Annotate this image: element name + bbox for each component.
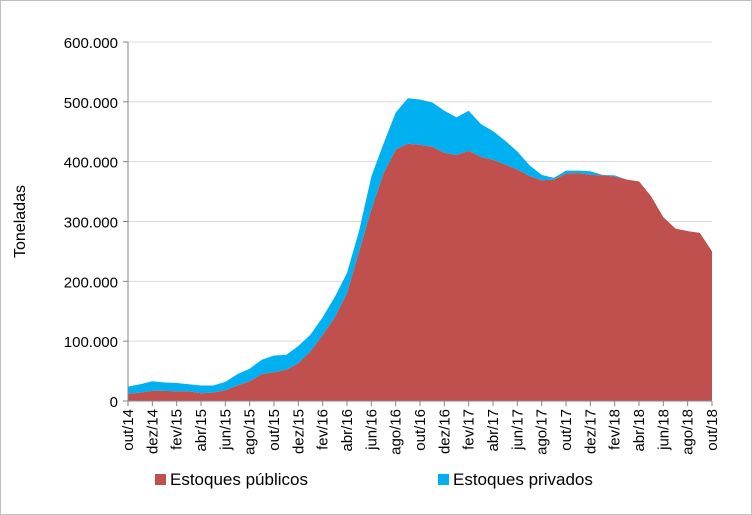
x-tick-label: out/15 [266, 409, 283, 451]
x-tick-label: abr/16 [339, 409, 356, 452]
y-tick-label: 0 [110, 394, 118, 411]
x-tick-label: fev/17 [461, 409, 478, 450]
x-tick-label: ago/16 [388, 409, 405, 455]
stacked-areas [128, 98, 712, 401]
x-tick-label: dez/15 [290, 409, 307, 454]
y-axis-ticks: 0 100.000 200.000 300.000 400.000 500.000 600.… [64, 35, 128, 411]
area-series-estoques-publicos [128, 143, 712, 401]
legend-label: Estoques públicos [170, 470, 308, 489]
x-axis-ticks: out/14 dez/14 fev/15 abr/15 jun/15 ago/15 out/… [120, 401, 721, 455]
x-tick-label: ago/17 [534, 409, 551, 455]
x-tick-label: dez/17 [582, 409, 599, 454]
x-tick-label: fev/18 [607, 409, 624, 450]
area-series-estoques-privados [128, 98, 712, 394]
y-tick-label: 400.000 [64, 155, 118, 172]
x-tick-label: abr/18 [631, 409, 648, 452]
x-tick-label: dez/14 [144, 409, 161, 454]
x-tick-label: ago/15 [242, 409, 259, 455]
x-tick-label: jun/15 [217, 409, 234, 451]
x-tick-label: out/18 [704, 409, 721, 451]
x-tick-label: ago/18 [680, 409, 697, 455]
y-tick-label: 300.000 [64, 215, 118, 232]
y-tick-label: 100.000 [64, 334, 118, 351]
x-tick-label: out/17 [558, 409, 575, 451]
x-tick-label: jun/17 [509, 409, 526, 451]
y-tick-label: 500.000 [64, 95, 118, 112]
y-axis-label: Toneladas [12, 185, 29, 258]
x-tick-label: abr/17 [485, 409, 502, 452]
x-tick-label: out/14 [120, 409, 137, 451]
x-tick-label: fev/15 [169, 409, 186, 450]
legend-swatch [155, 474, 166, 485]
x-tick-label: jun/18 [655, 409, 672, 451]
x-tick-label: dez/16 [436, 409, 453, 454]
legend-swatch [438, 474, 449, 485]
x-tick-label: abr/15 [193, 409, 210, 452]
x-tick-label: fev/16 [315, 409, 332, 450]
legend: Estoques públicos Estoques privados [155, 470, 593, 489]
y-tick-label: 600.000 [64, 35, 118, 52]
x-tick-label: jun/16 [363, 409, 380, 451]
legend-label: Estoques privados [453, 470, 593, 489]
y-tick-label: 200.000 [64, 274, 118, 291]
x-tick-label: out/16 [412, 409, 429, 451]
